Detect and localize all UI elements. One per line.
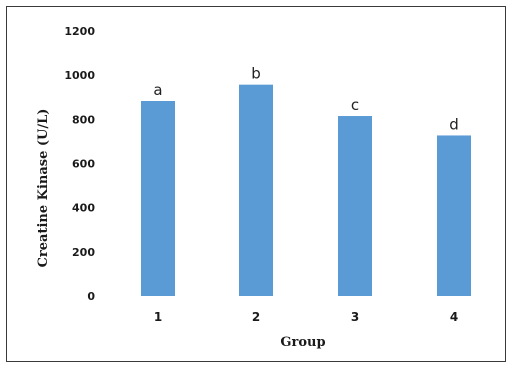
y-tick-label: 200 bbox=[72, 246, 95, 259]
y-tick-labels: 0 200 400 600 800 1000 1200 bbox=[64, 25, 95, 303]
bar-labels: a b c d bbox=[153, 65, 458, 134]
y-tick-label: 0 bbox=[87, 290, 95, 303]
bars bbox=[141, 84, 471, 296]
x-axis-title: Group bbox=[280, 335, 325, 350]
bar-group-4 bbox=[437, 135, 471, 296]
y-axis-title: Creatine Kinase (U/L) bbox=[36, 109, 51, 268]
bar-significance-label: d bbox=[449, 115, 459, 133]
y-tick-label: 400 bbox=[72, 202, 95, 215]
x-tick-labels: 1 2 3 4 bbox=[154, 310, 458, 324]
y-tick-label: 1000 bbox=[64, 69, 95, 82]
y-tick-label: 800 bbox=[72, 113, 95, 126]
bar-group-3 bbox=[338, 116, 372, 296]
x-tick-label: 3 bbox=[351, 310, 359, 324]
bar-significance-label: b bbox=[251, 65, 261, 83]
bar-significance-label: c bbox=[351, 96, 359, 114]
bar-group-1 bbox=[141, 101, 175, 296]
x-tick-label: 4 bbox=[450, 310, 458, 324]
bar-group-2 bbox=[239, 84, 273, 296]
y-tick-label: 1200 bbox=[64, 25, 95, 38]
x-tick-label: 1 bbox=[154, 310, 162, 324]
x-tick-label: 2 bbox=[252, 310, 260, 324]
bar-significance-label: a bbox=[153, 81, 162, 99]
y-tick-label: 600 bbox=[72, 158, 95, 171]
